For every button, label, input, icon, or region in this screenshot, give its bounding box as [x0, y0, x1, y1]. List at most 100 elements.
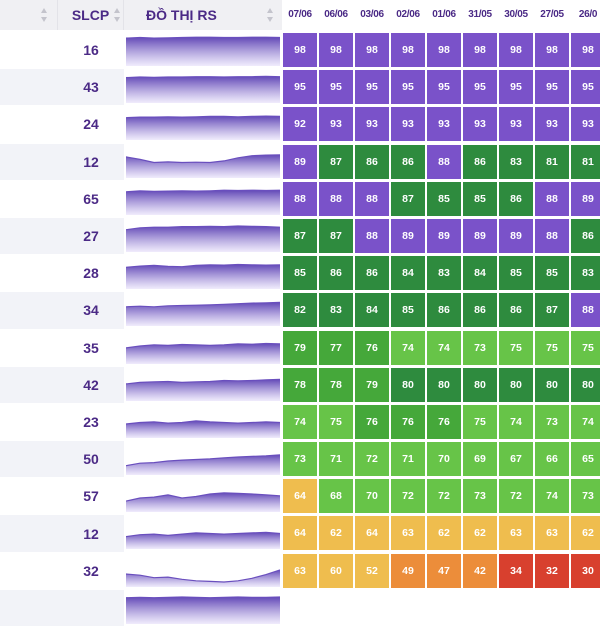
rs-cell[interactable]: 73: [463, 330, 497, 365]
rs-cell[interactable]: 64: [283, 516, 317, 551]
rs-cell[interactable]: 93: [535, 107, 569, 142]
rs-cell[interactable]: 64: [283, 479, 317, 514]
date-header[interactable]: 02/06: [396, 9, 420, 20]
rs-cell[interactable]: 83: [571, 256, 600, 291]
rs-cell[interactable]: 69: [463, 442, 497, 477]
date-header[interactable]: 07/06: [288, 9, 312, 20]
rs-cell[interactable]: 34: [499, 553, 533, 588]
rs-cell[interactable]: 86: [499, 181, 533, 216]
rs-cell[interactable]: 88: [427, 144, 461, 179]
rs-cell[interactable]: 93: [463, 107, 497, 142]
rs-cell[interactable]: 80: [535, 367, 569, 402]
date-header[interactable]: 27/05: [540, 9, 564, 20]
rs-cell[interactable]: 85: [391, 293, 425, 328]
rs-cell[interactable]: 60: [319, 553, 353, 588]
rs-cell[interactable]: 68: [319, 479, 353, 514]
table-row[interactable]: 28 85 86 86 84 83 84 85 85 83: [0, 255, 600, 292]
rs-cell[interactable]: 72: [355, 442, 389, 477]
table-row[interactable]: 65 88 88 88 87 85 85 86 88 89: [0, 180, 600, 218]
rs-cell[interactable]: 98: [319, 33, 353, 67]
rs-cell[interactable]: 85: [463, 181, 497, 216]
rs-cell[interactable]: 95: [319, 70, 353, 105]
sort-icon[interactable]: [266, 8, 274, 22]
rs-cell[interactable]: 98: [355, 33, 389, 67]
rs-cell[interactable]: 86: [319, 256, 353, 291]
rs-cell[interactable]: 80: [427, 367, 461, 402]
rs-cell[interactable]: 71: [319, 442, 353, 477]
rs-cell[interactable]: 76: [355, 404, 389, 439]
table-row[interactable]: 23 74 75 76 76 76 75 74 73 74: [0, 403, 600, 441]
rs-cell[interactable]: 67: [499, 442, 533, 477]
rs-cell[interactable]: 72: [499, 479, 533, 514]
rs-cell[interactable]: 83: [427, 256, 461, 291]
rs-cell[interactable]: 74: [391, 330, 425, 365]
rs-cell[interactable]: 85: [427, 181, 461, 216]
rs-cell[interactable]: 63: [535, 516, 569, 551]
rs-cell[interactable]: 95: [463, 70, 497, 105]
rs-cell[interactable]: 77: [319, 330, 353, 365]
rs-cell[interactable]: 63: [283, 553, 317, 588]
rs-cell[interactable]: 93: [391, 107, 425, 142]
rs-cell[interactable]: 79: [355, 367, 389, 402]
rs-cell[interactable]: 93: [571, 107, 600, 142]
table-row[interactable]: 24 92 93 93 93 93 93 93 93 93: [0, 106, 600, 143]
rs-cell[interactable]: 95: [283, 70, 317, 105]
rs-cell[interactable]: 74: [427, 330, 461, 365]
rs-cell[interactable]: 87: [283, 218, 317, 253]
rs-cell[interactable]: 73: [535, 404, 569, 439]
rs-cell[interactable]: 84: [463, 256, 497, 291]
rs-cell[interactable]: 93: [319, 107, 353, 142]
table-row[interactable]: 57 64 68 70 72 72 73 72 74 73: [0, 478, 600, 515]
rs-cell[interactable]: 93: [499, 107, 533, 142]
rs-cell[interactable]: 98: [499, 33, 533, 67]
rs-cell[interactable]: 83: [319, 293, 353, 328]
rs-cell[interactable]: 85: [499, 256, 533, 291]
rs-cell[interactable]: 89: [283, 144, 317, 179]
rs-cell[interactable]: 84: [391, 256, 425, 291]
rs-cell[interactable]: 80: [499, 367, 533, 402]
rs-cell[interactable]: 72: [391, 479, 425, 514]
rs-cell[interactable]: 98: [463, 33, 497, 67]
rs-cell[interactable]: 66: [535, 442, 569, 477]
table-row[interactable]: 43 95 95 95 95 95 95 95 95 95: [0, 69, 600, 106]
rs-cell[interactable]: 78: [283, 367, 317, 402]
rs-cell[interactable]: 82: [283, 293, 317, 328]
rs-cell[interactable]: 95: [427, 70, 461, 105]
rs-cell[interactable]: 76: [427, 404, 461, 439]
rs-cell[interactable]: 98: [571, 33, 600, 67]
table-row[interactable]: 27 87 87 88 89 89 89 89 88 86: [0, 217, 600, 255]
rs-cell[interactable]: 62: [571, 516, 600, 551]
table-row[interactable]: 35 79 77 76 74 74 73 75 75 75: [0, 329, 600, 367]
date-header[interactable]: 03/06: [360, 9, 384, 20]
rs-cell[interactable]: 88: [355, 181, 389, 216]
rs-cell[interactable]: 75: [535, 330, 569, 365]
rs-cell[interactable]: 49: [391, 553, 425, 588]
rs-cell[interactable]: 84: [355, 293, 389, 328]
table-row[interactable]: 50 73 71 72 71 70 69 67 66 65: [0, 441, 600, 478]
table-row[interactable]: 32 63 60 52 49 47 42 34 32 30: [0, 552, 600, 590]
rs-cell[interactable]: 81: [571, 144, 600, 179]
rs-cell[interactable]: 75: [499, 330, 533, 365]
rs-cell[interactable]: 87: [535, 293, 569, 328]
rs-cell[interactable]: 87: [391, 181, 425, 216]
table-row[interactable]: 12 64 62 64 63 62 62 63 63 62: [0, 515, 600, 552]
table-row[interactable]: 42 78 78 79 80 80 80 80 80 80: [0, 366, 600, 404]
rs-cell[interactable]: 95: [535, 70, 569, 105]
rs-cell[interactable]: 75: [463, 404, 497, 439]
rs-cell[interactable]: 74: [283, 404, 317, 439]
rs-cell[interactable]: 72: [427, 479, 461, 514]
date-header[interactable]: 06/06: [324, 9, 348, 20]
rs-cell[interactable]: 89: [427, 218, 461, 253]
rs-cell[interactable]: 86: [463, 293, 497, 328]
rs-cell[interactable]: 81: [535, 144, 569, 179]
rs-cell[interactable]: 86: [427, 293, 461, 328]
rs-cell[interactable]: 89: [571, 181, 600, 216]
rs-cell[interactable]: 86: [463, 144, 497, 179]
rs-cell[interactable]: 52: [355, 553, 389, 588]
rs-cell[interactable]: 80: [391, 367, 425, 402]
rs-cell[interactable]: 89: [499, 218, 533, 253]
rs-cell[interactable]: 62: [463, 516, 497, 551]
rs-cell[interactable]: 83: [499, 144, 533, 179]
rs-cell[interactable]: 98: [283, 33, 317, 67]
rs-cell[interactable]: 42: [463, 553, 497, 588]
